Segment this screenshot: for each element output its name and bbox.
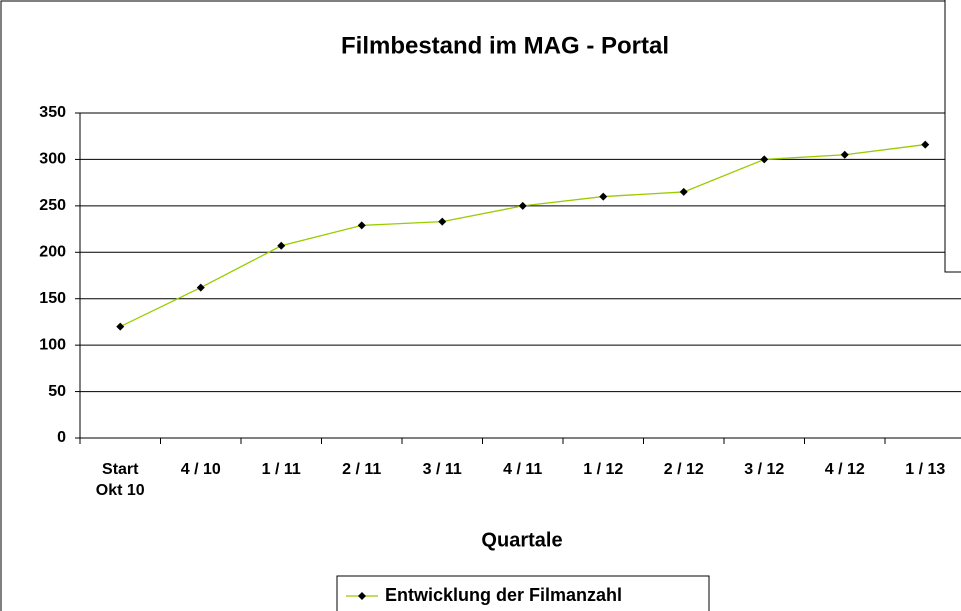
data-point <box>116 322 125 331</box>
y-tick-label: 200 <box>39 244 66 261</box>
y-tick-label: 300 <box>39 151 66 168</box>
x-tick-label: 3 / 11 <box>422 461 462 478</box>
y-tick-label: 50 <box>48 383 66 400</box>
y-tick-label: 250 <box>39 197 66 214</box>
data-point <box>679 187 688 196</box>
y-tick-label: 350 <box>39 104 66 121</box>
legend-box <box>336 575 710 611</box>
overlay-box <box>944 0 961 273</box>
legend-label: Entwicklung der Filmanzahl <box>385 585 622 605</box>
x-tick-label: 4 / 10 <box>180 461 221 478</box>
x-tick-label: 1 / 13 <box>905 461 946 478</box>
y-tick-label: 100 <box>39 336 66 353</box>
data-point <box>438 217 447 226</box>
x-tick-label: 3 / 12 <box>744 461 785 478</box>
chart-title: Filmbestand im MAG - Portal <box>341 32 669 59</box>
y-tick-label: 150 <box>39 290 66 307</box>
data-point <box>518 201 527 210</box>
x-tick-label: 4 / 12 <box>824 461 865 478</box>
legend-marker <box>358 592 366 600</box>
x-tick-label: 2 / 11 <box>342 461 382 478</box>
data-point <box>599 192 608 201</box>
data-point <box>277 241 286 250</box>
data-point <box>840 150 849 159</box>
x-tick-label: 1 / 12 <box>583 461 624 478</box>
data-point <box>196 283 205 292</box>
x-tick-label: 4 / 11 <box>503 461 543 478</box>
x-tick-label: 1 / 11 <box>261 461 301 478</box>
y-tick-label: 0 <box>57 429 66 446</box>
x-tick-label: Start Okt 10 <box>95 461 145 499</box>
data-point <box>760 155 769 164</box>
data-point <box>357 221 366 230</box>
data-point <box>921 140 930 149</box>
x-axis-title: Quartale <box>481 529 562 551</box>
x-tick-label: 2 / 12 <box>663 461 704 478</box>
